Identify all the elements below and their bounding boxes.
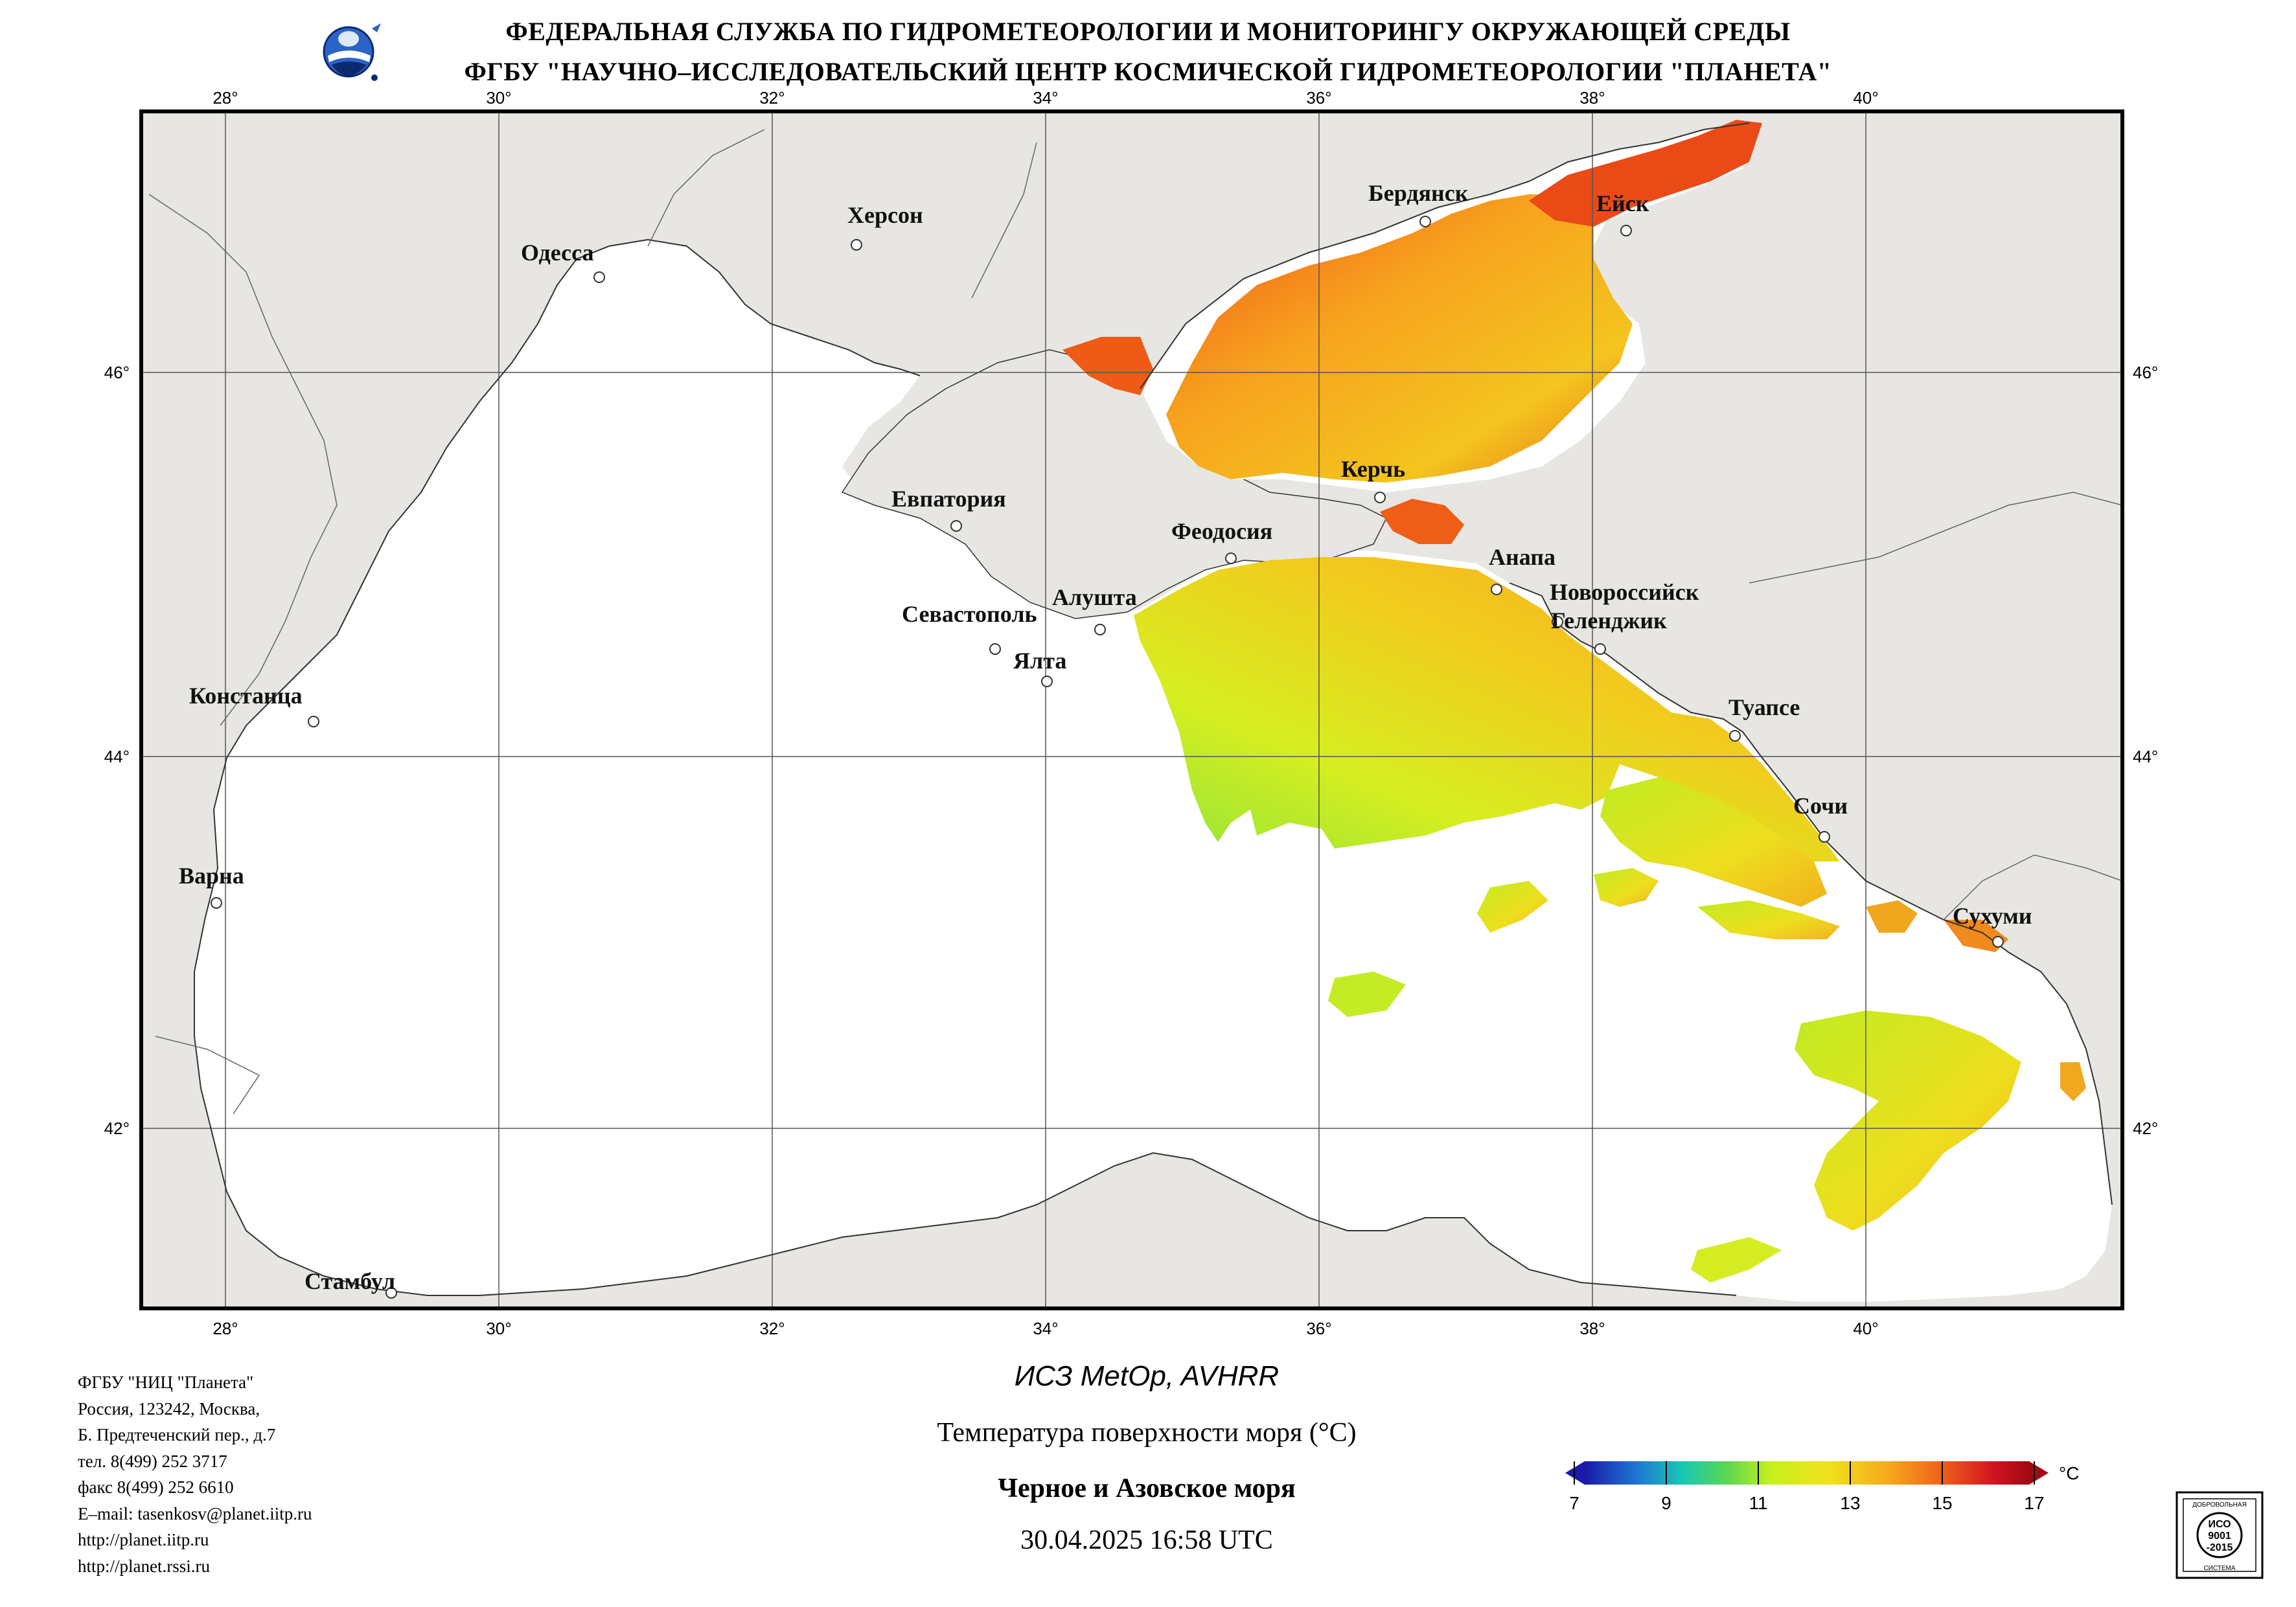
sst-patch-9 [1691, 1237, 1782, 1282]
colorbar-tick: 11 [1749, 1493, 1767, 1513]
city-label-yevpatoria: Евпатория [891, 486, 1006, 512]
iso-number-text: 9001 [2208, 1531, 2231, 1542]
map-frame [139, 109, 2124, 1310]
iso-main-text: ИСО [2208, 1519, 2231, 1530]
lon-tick-top: 38° [1579, 88, 1605, 108]
sst-patch-8 [1795, 1010, 2021, 1231]
city-label-alushta: Алушта [1052, 584, 1137, 610]
satellite-label: ИСЗ MetOp, AVHRR [1014, 1360, 1280, 1392]
city-label-yeysk: Ейск [1596, 190, 1649, 216]
city-label-kherson: Херсон [847, 202, 923, 228]
lat-tick-left: 46° [104, 363, 130, 382]
lat-ticks-left: 46° 44° 42° [104, 363, 130, 1138]
lat-tick-right: 44° [2133, 747, 2158, 766]
lat-tick-left: 44° [104, 747, 130, 766]
lon-tick-bottom: 40° [1853, 1319, 1878, 1338]
lon-tick-top: 34° [1033, 88, 1058, 108]
sst-patch-2 [1594, 868, 1659, 907]
colorbar-tick: 7 [1569, 1493, 1579, 1513]
org-line: Б. Предтеченский пер., д.7 [78, 1425, 276, 1444]
lon-tick-bottom: 28° [212, 1319, 238, 1338]
lon-tick-top: 32° [759, 88, 785, 108]
city-label-feodosia: Феодосия [1171, 518, 1272, 544]
lon-ticks-top: 28° 30° 32° 34° 36° 38° 40° [212, 88, 1878, 108]
city-label-yalta: Ялта [1013, 648, 1066, 674]
sst-patch-4 [1866, 900, 1918, 933]
iso-year-text: -2015 [2207, 1542, 2233, 1553]
city-label-sukhumi: Сухуми [1953, 903, 2032, 929]
lat-tick-right: 42° [2133, 1119, 2158, 1138]
lon-tick-bottom: 34° [1033, 1319, 1058, 1338]
colorbar-tick: 17 [2024, 1493, 2044, 1513]
azov-sst-field [1166, 194, 1633, 483]
org-contacts: ФГБУ "НИЦ "Планета" Россия, 123242, Моск… [78, 1369, 312, 1579]
city-label-varna: Варна [179, 863, 244, 889]
city-label-kerch: Керчь [1341, 456, 1405, 482]
org-line: http://planet.rssi.ru [78, 1556, 210, 1576]
black-sea-water [194, 240, 2112, 1302]
graticule [141, 111, 2122, 1308]
colorbar-tick: 15 [1932, 1493, 1952, 1513]
parameter-label: Температура поверхности моря (°С) [937, 1418, 1357, 1448]
header-line-1: ФЕДЕРАЛЬНАЯ СЛУЖБА ПО ГИДРОМЕТЕОРОЛОГИИ … [505, 17, 1791, 46]
header-line-2: ФГБУ "НАУЧНО–ИССЛЕДОВАТЕЛЬСКИЙ ЦЕНТР КОС… [464, 57, 1832, 86]
org-line: Россия, 123242, Москва, [78, 1398, 260, 1419]
sst-patch-5 [1944, 920, 2008, 952]
lon-tick-bottom: 36° [1306, 1319, 1331, 1338]
kerch-strait-sst [1380, 499, 1464, 544]
sst-patch-6 [1477, 881, 1548, 933]
org-line: E–mail: tasenkosv@planet.iitp.ru [78, 1503, 312, 1523]
black-sea-east-sst-field [1134, 557, 1840, 861]
colorbar-tick: 9 [1661, 1493, 1671, 1513]
region-label: Черное и Азовское моря [998, 1474, 1296, 1503]
sst-patch-10 [2060, 1062, 2086, 1101]
sst-patch-1 [1600, 777, 1827, 907]
sst-patch-7 [1328, 972, 1406, 1017]
lon-tick-top: 30° [486, 88, 511, 108]
lon-tick-bottom: 32° [759, 1319, 785, 1338]
colorbar-unit: °C [2059, 1463, 2079, 1483]
city-label-tuapse: Туапсе [1728, 694, 1800, 720]
org-line: ФГБУ "НИЦ "Планета" [78, 1373, 254, 1392]
city-label-sochi: Сочи [1793, 793, 1848, 819]
iso-badge: ДОБРОВОЛЬНАЯ ИСО 9001 -2015 СИСТЕМА [2175, 1491, 2264, 1579]
colorbar-max-arrow [2029, 1461, 2049, 1485]
sst-patch-3 [1697, 900, 1840, 939]
city-labels: Херсон Одесса Бердянск Ейск Керчь Евпато… [179, 180, 2032, 1294]
lon-tick-top: 40° [1853, 88, 1878, 108]
city-label-berdyansk: Бердянск [1368, 180, 1469, 206]
city-label-odessa: Одесса [521, 240, 594, 266]
lat-tick-right: 46° [2133, 363, 2158, 382]
org-line: тел. 8(499) 252 3717 [78, 1451, 227, 1471]
org-line: факс 8(499) 252 6610 [78, 1477, 234, 1497]
lon-tick-bottom: 38° [1579, 1319, 1605, 1338]
city-label-novorossiysk: Новороссийск [1550, 579, 1699, 605]
coastlines [194, 122, 2113, 1296]
planeta-logo-icon [323, 23, 381, 81]
iso-bottom-text: СИСТЕМА [2203, 1565, 2235, 1572]
lat-tick-left: 42° [104, 1119, 130, 1138]
city-label-constanta: Констанца [189, 683, 303, 709]
taganrog-bay-sst [1529, 120, 1762, 227]
datetime-label: 30.04.2025 16:58 UTC [1020, 1525, 1273, 1555]
lon-tick-bottom: 30° [486, 1319, 511, 1338]
city-label-sevastopol: Севастополь [902, 601, 1037, 627]
org-line: http://planet.iitp.ru [78, 1530, 209, 1549]
city-label-gelendzhik: Геленджик [1551, 608, 1667, 633]
borders [148, 129, 2122, 1115]
lon-tick-top: 28° [212, 88, 238, 108]
lat-ticks-right: 46° 44° 42° [2133, 363, 2158, 1138]
lon-ticks-bottom: 28° 30° 32° 34° 36° 38° 40° [212, 1319, 1878, 1338]
colorbar: 7 9 11 13 15 17 °C [1565, 1461, 2079, 1513]
city-label-istanbul: Стамбул [304, 1268, 395, 1294]
city-markers [211, 216, 2004, 1299]
iso-top-text: ДОБРОВОЛЬНАЯ [2192, 1501, 2247, 1509]
city-label-anapa: Анапа [1489, 544, 1556, 570]
lon-tick-top: 36° [1306, 88, 1331, 108]
colorbar-tick: 13 [1840, 1493, 1860, 1513]
sivash-sst [1062, 337, 1153, 395]
colorbar-ramp [1585, 1461, 2029, 1485]
